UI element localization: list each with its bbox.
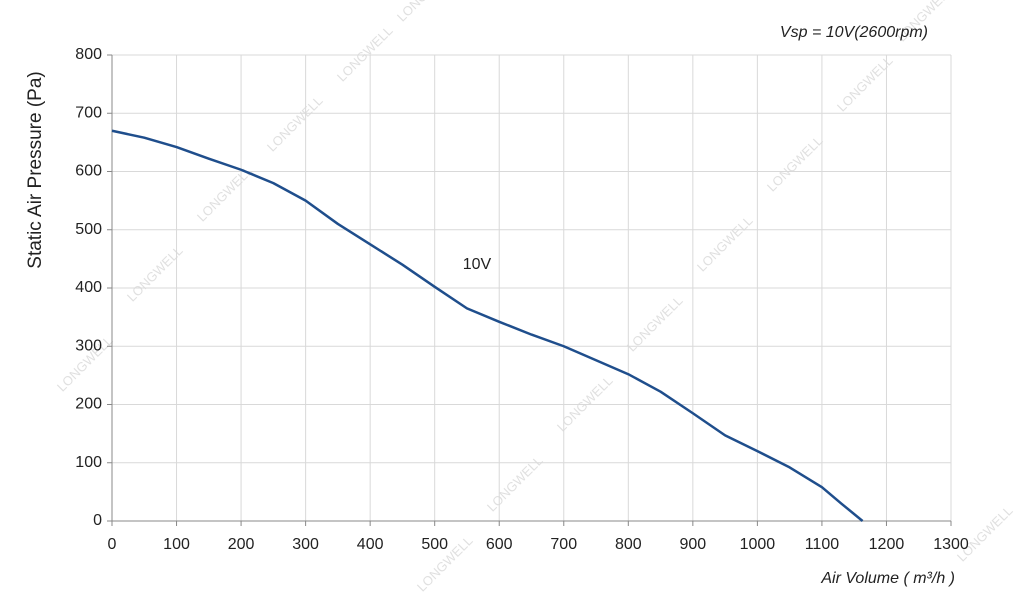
x-tick-label: 1200: [869, 536, 905, 553]
data-line: [111, 129, 864, 522]
y-tick-label: 700: [75, 104, 102, 121]
watermark: LONGWELL: [264, 93, 326, 155]
x-tick-label: 400: [357, 536, 384, 553]
y-tick-label: 0: [93, 512, 102, 529]
y-tick-label: 400: [75, 279, 102, 296]
x-tick-label: 100: [163, 536, 190, 553]
y-tick-label: 100: [75, 454, 102, 471]
watermark: LONGWELL: [764, 133, 826, 195]
y-tick-label: 200: [75, 396, 102, 413]
y-tick-label: 800: [75, 46, 102, 63]
x-tick-label: 900: [679, 536, 706, 553]
watermark: LONGWELL: [334, 23, 396, 85]
watermarks: LONGWELLLONGWELLLONGWELLLONGWELLLONGWELL…: [54, 0, 1016, 595]
y-tick-label: 600: [75, 163, 102, 180]
x-tick-label: 800: [615, 536, 642, 553]
watermark: LONGWELL: [554, 373, 616, 435]
x-axis-label: Air Volume ( m³/h ): [820, 570, 955, 587]
y-tick-label: 300: [75, 337, 102, 354]
x-tick-label: 600: [486, 536, 513, 553]
watermark: LONGWELL: [954, 503, 1016, 565]
x-tick-label: 500: [421, 536, 448, 553]
annotation: Vsp = 10V(2600rpm): [780, 24, 928, 41]
watermark: LONGWELL: [484, 453, 546, 515]
y-tick-label: 500: [75, 221, 102, 238]
watermark: LONGWELL: [394, 0, 456, 25]
x-tick-label: 700: [550, 536, 577, 553]
watermark: LONGWELL: [624, 293, 686, 355]
x-tick-label: 300: [292, 536, 319, 553]
series-label: 10V: [463, 256, 492, 273]
x-tick-label: 0: [108, 536, 117, 553]
x-tick-label: 1100: [805, 536, 840, 553]
x-tick-label: 1000: [740, 536, 776, 553]
watermark: LONGWELL: [694, 213, 756, 275]
x-tick-label: 200: [228, 536, 255, 553]
x-tick-label: 1300: [933, 536, 969, 553]
y-axis-label: Static Air Pressure (Pa): [25, 71, 46, 268]
